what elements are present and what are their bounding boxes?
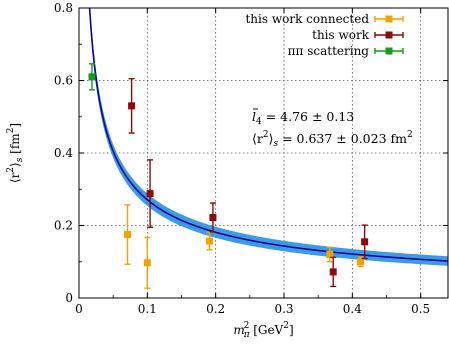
y-tick-label: 0.8: [54, 1, 73, 15]
y-tick-label: 0: [65, 291, 73, 305]
grid-lines: [79, 8, 448, 298]
legend-marker: [374, 15, 404, 23]
data-point: [206, 237, 214, 245]
series-0: [124, 204, 365, 289]
series-1: [128, 77, 369, 288]
annotation-l4: l4 = 4.76 ± 0.13: [252, 109, 354, 127]
y-axis-label: ⟨r2⟩s [fm2]: [6, 123, 25, 183]
x-axis-label: mπ2 [GeV2]: [233, 321, 293, 340]
data-points: [88, 63, 369, 289]
legend-marker: [374, 31, 404, 39]
x-tick-label: 0.3: [274, 302, 293, 316]
legend: this work connected this work ππ scatterin…: [245, 12, 404, 58]
legend-square: [385, 15, 393, 23]
legend-square: [385, 31, 393, 39]
data-point: [209, 214, 217, 222]
data-point: [361, 238, 369, 246]
y-tick-label: 0.4: [54, 146, 73, 160]
x-tick-label: 0.2: [206, 302, 225, 316]
fit-band: [88, 8, 448, 266]
legend-square: [385, 47, 393, 55]
data-point: [124, 231, 132, 239]
x-tick-label: 0.5: [411, 302, 430, 316]
legend-label: this work connected: [245, 12, 369, 26]
annotation-r2: ⟨r2⟩s = 0.637 ± 0.023 fm2: [252, 130, 413, 149]
legend-marker: [374, 47, 404, 55]
legend-label: ππ scattering: [288, 44, 370, 58]
data-point: [326, 251, 334, 258]
data-point: [329, 268, 337, 276]
axis-ticks: 0 0.1 0.2 0.3 0.4 0.5 0 0.2 0.4 0.6 0.8: [54, 1, 448, 316]
x-tick-label: 0: [75, 302, 83, 316]
series-2: [88, 63, 96, 91]
data-point: [146, 190, 154, 198]
data-point: [357, 258, 365, 266]
x-tick-label: 0.4: [343, 302, 362, 316]
y-tick-label: 0.6: [54, 74, 73, 88]
data-point: [143, 259, 151, 267]
data-point: [128, 102, 136, 110]
y-tick-label: 0.2: [54, 219, 73, 233]
x-tick-label: 0.1: [138, 302, 157, 316]
fit-central-line: [88, 8, 448, 262]
data-point: [88, 73, 96, 81]
legend-label: this work: [312, 28, 370, 42]
